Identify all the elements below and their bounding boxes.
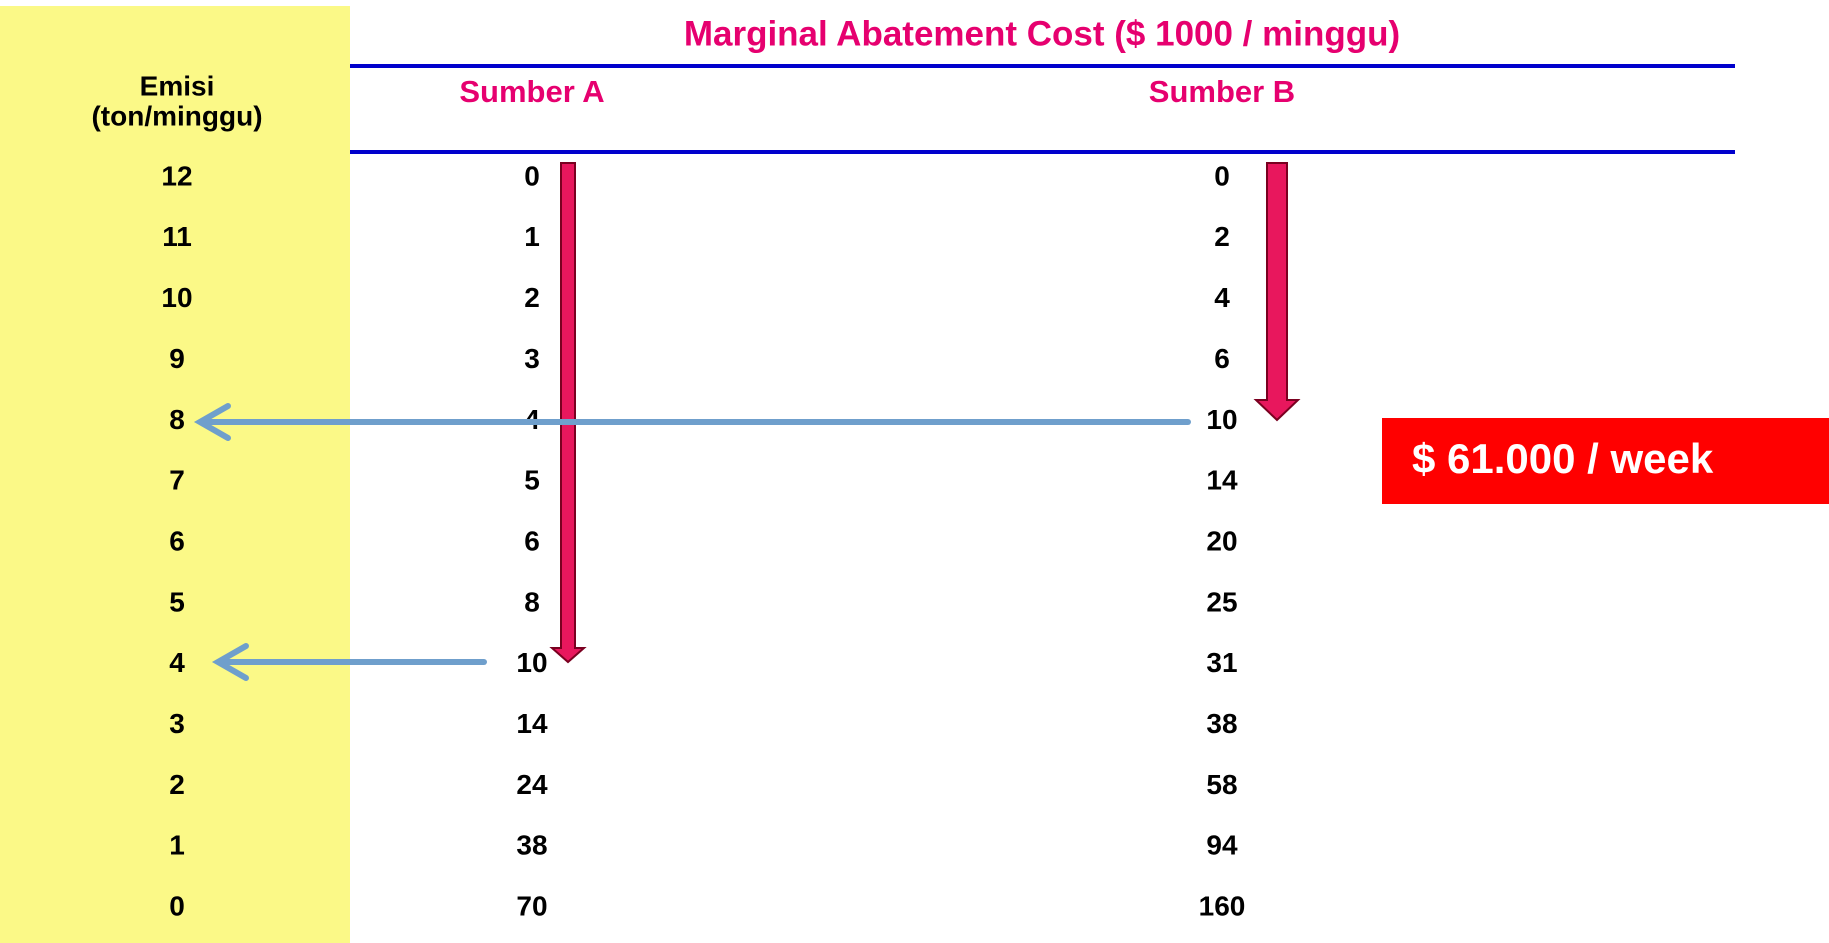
sumber-b-cell: 4 (1214, 282, 1230, 313)
sumber-a-cell: 10 (516, 647, 547, 678)
sumber-a-cell: 5 (524, 465, 540, 496)
arrow-sumber-a (549, 162, 587, 664)
emisi-cell: 5 (169, 586, 185, 617)
emisi-cell: 12 (161, 160, 192, 191)
emisi-cell: 3 (169, 708, 185, 739)
sumber-a-cell: 70 (516, 891, 547, 922)
sumber-a-cell: 0 (524, 160, 540, 191)
emisi-cell: 7 (169, 465, 185, 496)
emisi-column-bg (0, 6, 350, 943)
emisi-cell: 6 (169, 525, 185, 556)
sumber-b-cell: 14 (1206, 465, 1238, 496)
callout-box (1382, 418, 1829, 504)
sumber-b-cell: 58 (1206, 769, 1237, 800)
arrow-to-8 (193, 403, 1191, 441)
sumber-b-cell: 160 (1199, 891, 1246, 922)
sumber-b-cell: 0 (1214, 160, 1230, 191)
table-body: 12 0 011 1 210 2 49 3 68 4 107 5 146 6 205 8 254 10 313 14 3… (161, 160, 1245, 921)
sumber-a-cell: 8 (524, 586, 540, 617)
sumber-b-cell: 10 (1206, 404, 1237, 435)
sumber-b-cell: 6 (1214, 343, 1230, 374)
sumber-a-cell: 1 (524, 221, 540, 252)
emisi-cell: 0 (169, 891, 185, 922)
title: Marginal Abatement Cost ($ 1000 / minggu… (684, 14, 1400, 53)
sumber-b-cell: 94 (1206, 830, 1238, 861)
sumber-a-cell: 38 (516, 830, 547, 861)
sumber-b-cell: 20 (1206, 525, 1237, 556)
sumber-a-header: Sumber A (459, 74, 604, 109)
sumber-b-cell: 25 (1206, 586, 1237, 617)
sumber-b-header: Sumber B (1149, 74, 1295, 109)
sumber-a-cell: 3 (524, 343, 540, 374)
arrow-to-4 (211, 643, 487, 681)
emisi-cell: 11 (162, 221, 192, 252)
emisi-cell: 4 (169, 647, 185, 678)
sumber-b-cell: 38 (1206, 708, 1237, 739)
sumber-a-cell: 24 (516, 769, 548, 800)
emisi-cell: 1 (169, 830, 185, 861)
emisi-header: Emisi (140, 70, 215, 101)
arrow-sumber-b (1253, 162, 1301, 422)
emisi-cell: 8 (169, 404, 185, 435)
emisi-cell: 10 (161, 282, 192, 313)
emisi-header: (ton/minggu) (91, 100, 262, 131)
sumber-a-cell: 14 (516, 708, 548, 739)
sumber-b-cell: 31 (1206, 647, 1237, 678)
emisi-cell: 2 (169, 769, 185, 800)
sumber-a-cell: 6 (524, 525, 540, 556)
emisi-cell: 9 (169, 343, 185, 374)
sumber-a-cell: 2 (524, 282, 540, 313)
sumber-b-cell: 2 (1214, 221, 1230, 252)
callout-text: $ 61.000 / week (1412, 435, 1714, 482)
